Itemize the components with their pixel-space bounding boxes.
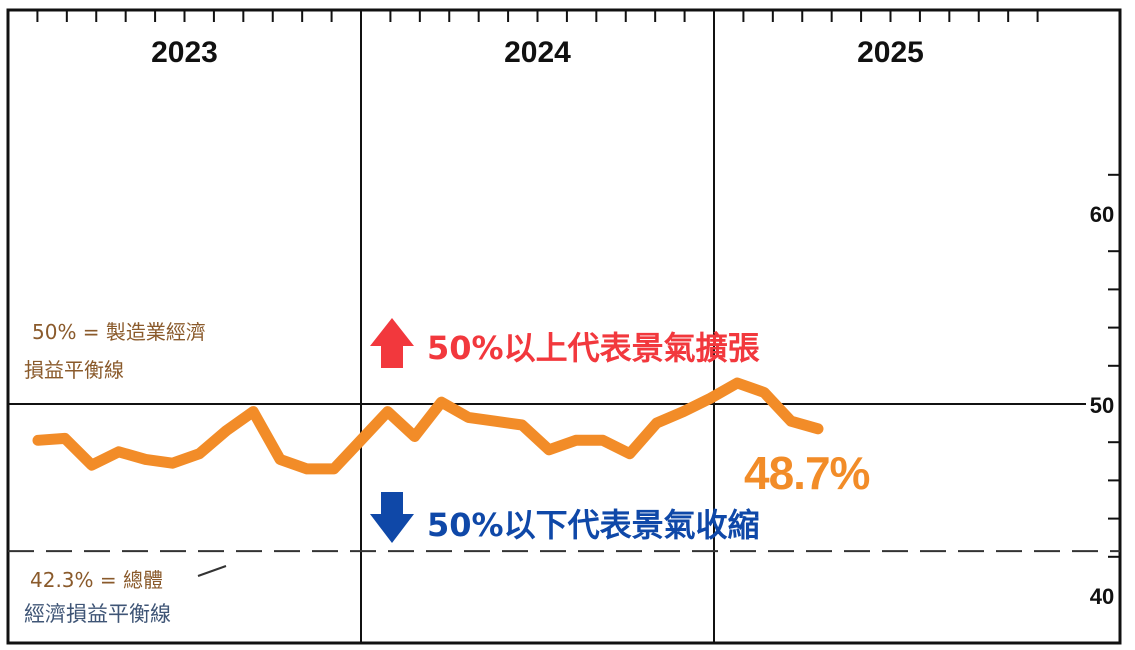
year-label-2025: 2025 [857,36,924,69]
pmi-data-point [117,450,120,453]
pmi-data-point [574,439,577,442]
pmi-data-point [37,439,39,442]
pmi-data-point [548,448,550,451]
total-breakeven-note-line2: 經濟損益平衡線 [24,602,171,626]
pmi-data-point [225,429,228,432]
pmi-data-point [763,391,766,394]
pmi-data-point [171,462,174,465]
pmi-data-point [386,410,389,413]
total-breakeven-note-line1: 42.3% = 總體 [30,568,164,592]
expansion-label: 50%以上代表景氣擴張 [427,329,760,367]
pmi-data-point [736,382,739,384]
pmi-data-point [413,435,416,438]
pmi-data-point [467,416,470,419]
y-tick-label-60: 60 [1090,202,1114,227]
year-label-2024: 2024 [504,36,571,69]
y-tick-label-50: 50 [1090,393,1114,418]
pmi-data-point [440,401,443,404]
pmi-data-point [709,397,712,400]
pmi-data-point [521,424,524,426]
pmi-data-point [63,437,66,440]
pmi-series-line [32,377,824,475]
pmi-data-point [817,427,819,430]
mfg-breakeven-note-line2: 損益平衡線 [24,358,124,382]
latest-value-label: 48.7% [744,447,870,499]
year-label-2023: 2023 [151,36,218,69]
pmi-data-point [252,410,255,413]
pmi-data-point [682,410,685,413]
pmi-data-point [790,420,793,423]
pmi-data-point [279,458,282,461]
pmi-data-point [601,439,604,442]
plot-frame [6,8,1122,645]
pmi-data-point [144,458,147,461]
pmi-data-point [359,439,362,442]
pmi-data-point [655,422,658,425]
pmi-data-point [332,467,335,470]
pmi-data-point [198,452,201,455]
up-arrow-icon [370,318,414,368]
contraction-label: 50%以下代表景氣收縮 [427,506,760,544]
pmi-data-point [90,464,93,467]
dash-marker [197,565,227,577]
pmi-data-point [494,420,497,423]
pmi-data-point [628,452,631,455]
down-arrow-icon [370,492,414,543]
pmi-data-point [306,467,308,470]
mfg-breakeven-note-line1: 50% = 製造業經濟 [32,320,206,344]
y-tick-label-40: 40 [1090,584,1114,609]
